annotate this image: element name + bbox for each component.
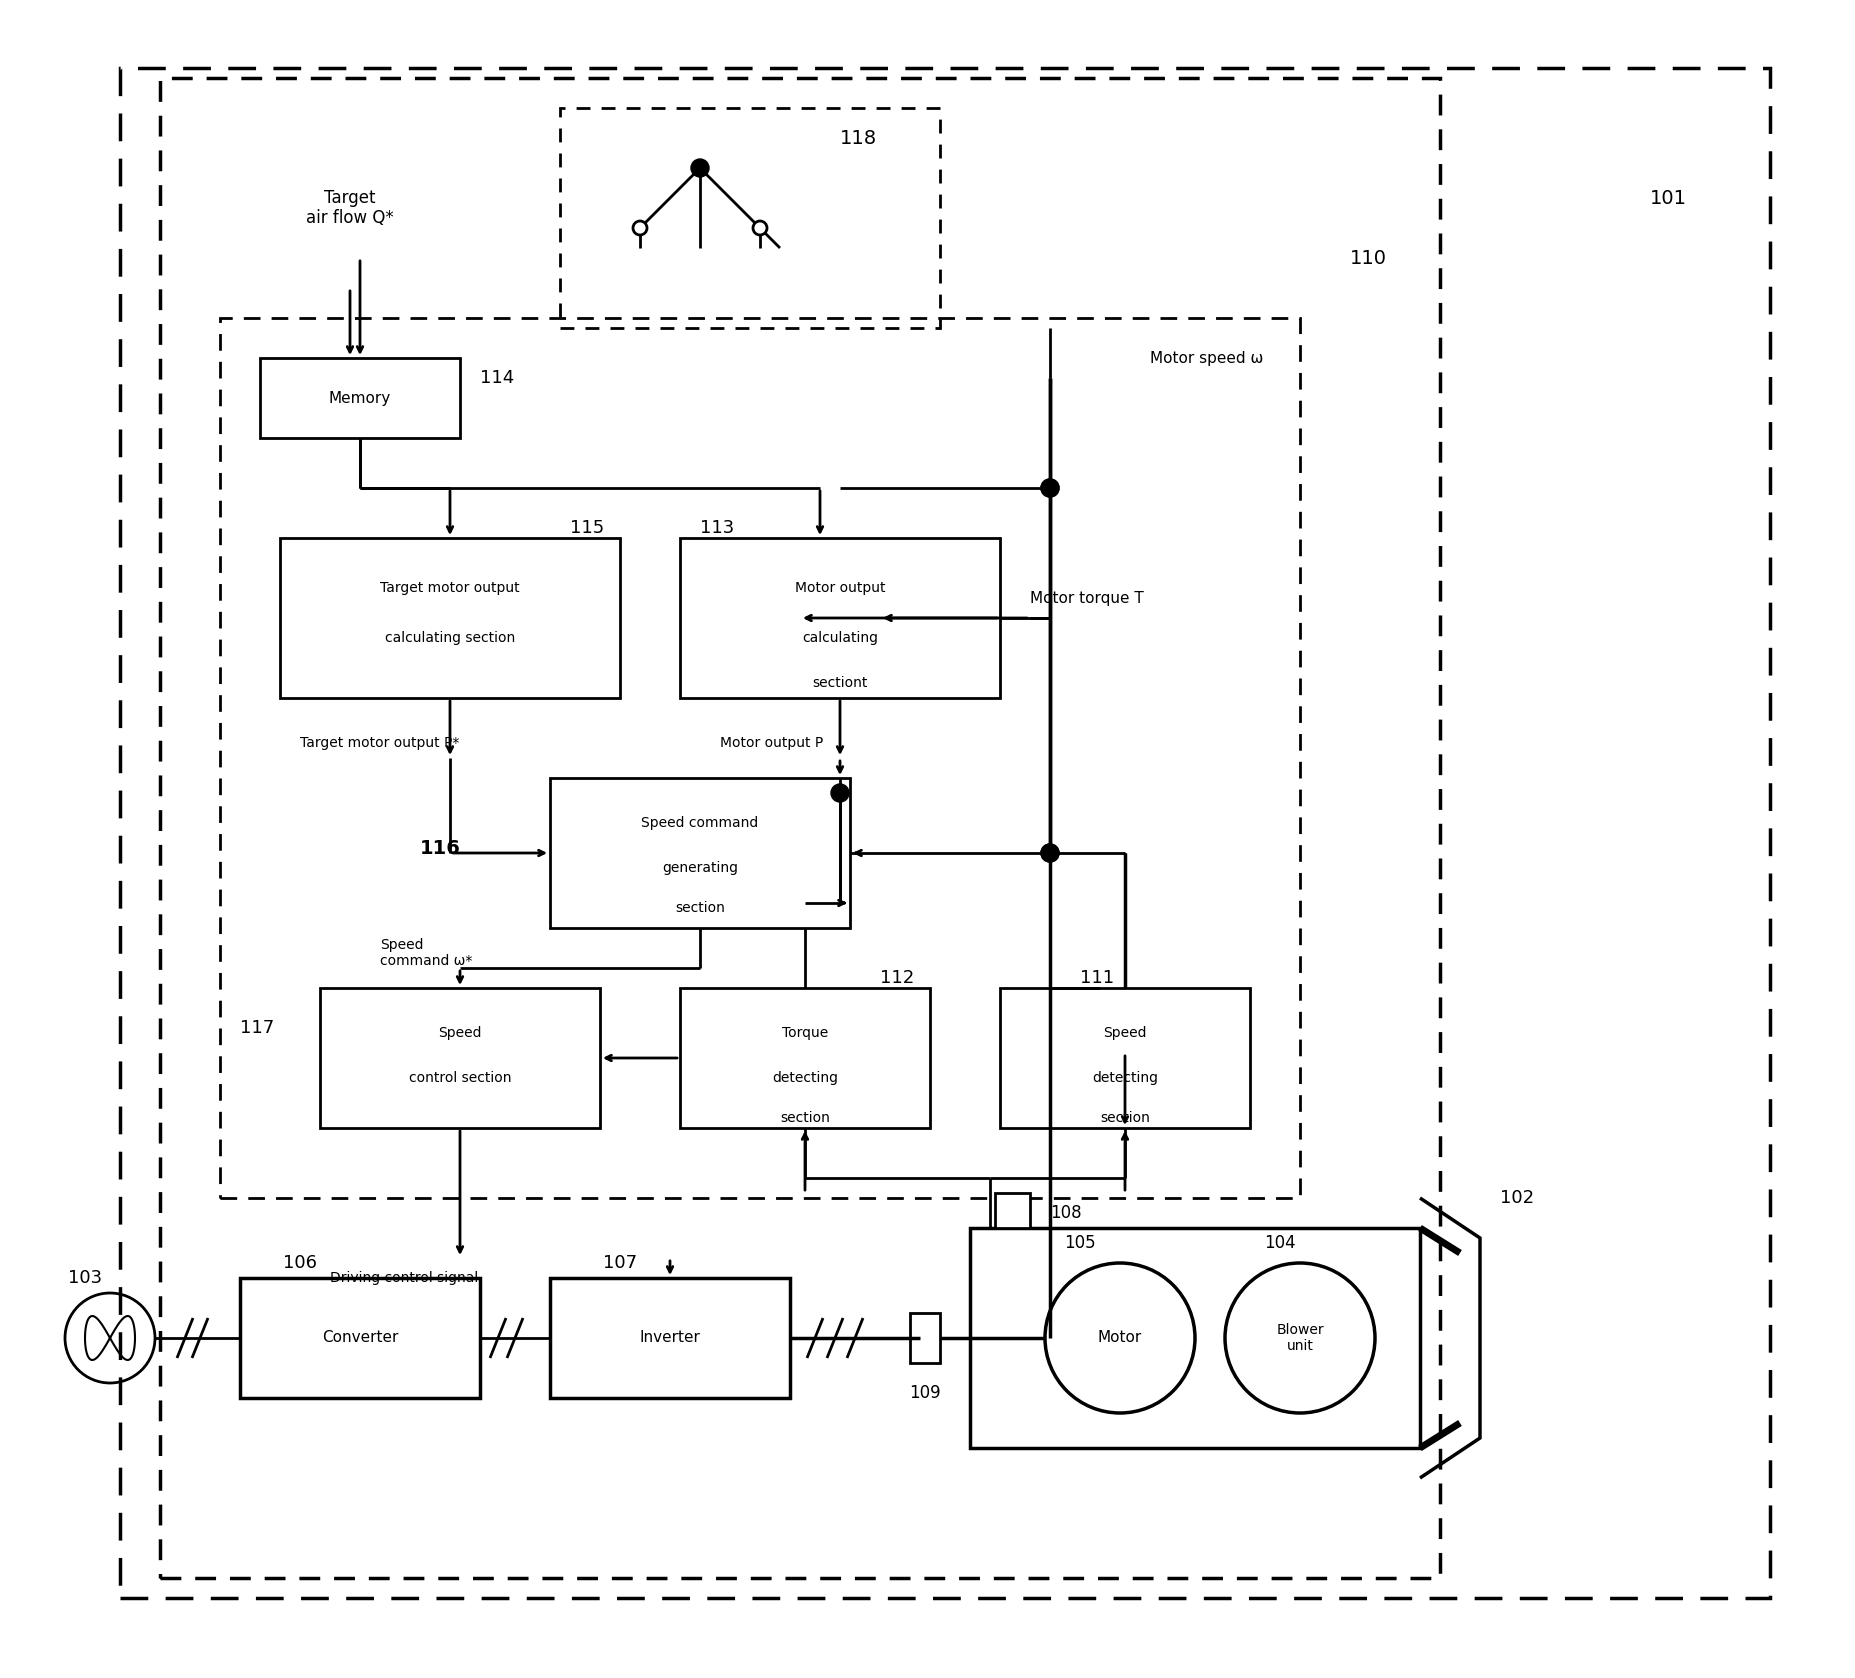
Text: 105: 105	[1063, 1233, 1094, 1252]
Text: calculating: calculating	[801, 631, 877, 644]
Text: Torque: Torque	[781, 1025, 827, 1040]
Text: 118: 118	[840, 129, 877, 148]
Polygon shape	[239, 1279, 480, 1398]
Text: 104: 104	[1263, 1233, 1295, 1252]
Text: 117: 117	[239, 1019, 275, 1037]
Text: 108: 108	[1050, 1205, 1081, 1222]
Text: Speed
command ω*: Speed command ω*	[380, 938, 473, 968]
Text: detecting: detecting	[772, 1071, 838, 1086]
Text: Converter: Converter	[321, 1331, 399, 1346]
Polygon shape	[970, 1228, 1419, 1448]
Circle shape	[690, 159, 709, 176]
Text: Blower
unit: Blower unit	[1276, 1322, 1323, 1352]
Polygon shape	[679, 539, 1000, 698]
Text: 102: 102	[1499, 1190, 1534, 1206]
Text: 111: 111	[1080, 968, 1113, 987]
Polygon shape	[319, 988, 599, 1128]
Text: 112: 112	[879, 968, 915, 987]
Text: section: section	[1100, 1111, 1150, 1124]
Text: section: section	[675, 901, 725, 915]
Polygon shape	[260, 357, 460, 438]
Polygon shape	[679, 988, 929, 1128]
Text: Speed: Speed	[438, 1025, 482, 1040]
Text: 114: 114	[480, 369, 514, 388]
Polygon shape	[549, 779, 850, 928]
Text: 110: 110	[1349, 248, 1386, 267]
Text: Motor torque T: Motor torque T	[1030, 591, 1143, 606]
Circle shape	[753, 221, 766, 235]
Circle shape	[1041, 478, 1059, 497]
Text: 106: 106	[282, 1253, 317, 1272]
Text: section: section	[779, 1111, 829, 1124]
Text: Motor output: Motor output	[794, 581, 885, 596]
Text: Motor output P: Motor output P	[720, 737, 824, 750]
Polygon shape	[1000, 988, 1248, 1128]
Text: Target motor output P*: Target motor output P*	[301, 737, 460, 750]
Circle shape	[1041, 478, 1059, 497]
Text: Driving control signal: Driving control signal	[330, 1270, 479, 1285]
Polygon shape	[549, 1279, 790, 1398]
Circle shape	[831, 784, 848, 802]
Text: Speed command: Speed command	[642, 816, 759, 831]
Circle shape	[1041, 844, 1059, 862]
Circle shape	[1041, 844, 1059, 862]
Text: 116: 116	[419, 839, 460, 857]
Text: 101: 101	[1649, 188, 1686, 208]
Polygon shape	[280, 539, 620, 698]
Text: 109: 109	[909, 1384, 940, 1403]
Text: 107: 107	[603, 1253, 636, 1272]
Text: detecting: detecting	[1091, 1071, 1158, 1086]
Text: Target
air flow Q*: Target air flow Q*	[306, 188, 393, 228]
Text: sectiont: sectiont	[812, 676, 868, 690]
Circle shape	[633, 221, 647, 235]
Text: Motor speed ω: Motor speed ω	[1150, 351, 1263, 366]
Text: 103: 103	[69, 1269, 102, 1287]
Text: Inverter: Inverter	[640, 1331, 699, 1346]
Text: Speed: Speed	[1102, 1025, 1146, 1040]
Text: 113: 113	[699, 519, 735, 537]
Text: control section: control section	[408, 1071, 510, 1086]
Text: calculating section: calculating section	[384, 631, 516, 644]
Text: 115: 115	[569, 519, 605, 537]
Polygon shape	[909, 1312, 939, 1363]
Text: generating: generating	[662, 861, 738, 874]
Text: Target motor output: Target motor output	[380, 581, 519, 596]
Polygon shape	[994, 1193, 1030, 1228]
Text: Memory: Memory	[328, 391, 391, 406]
Text: Motor: Motor	[1098, 1331, 1141, 1346]
